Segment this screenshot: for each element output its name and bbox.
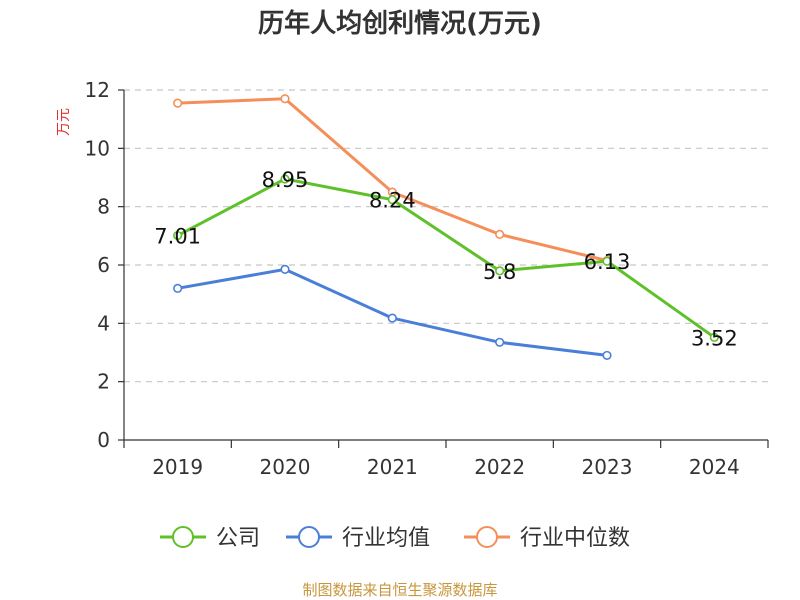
data-label: 8.24 (369, 189, 416, 213)
x-tick-label: 2019 (152, 455, 203, 479)
x-tick-label: 2021 (367, 455, 418, 479)
legend-marker-0 (172, 526, 194, 548)
x-tick-label: 2020 (260, 455, 311, 479)
data-point (602, 256, 612, 266)
data-point (173, 230, 183, 241)
legend-label: 行业均值 (342, 526, 430, 551)
data-point (387, 313, 397, 323)
source-note: 制图数据来自恒生聚源数据库 (302, 581, 497, 599)
data-point (387, 195, 397, 205)
series-line-1 (177, 267, 608, 357)
x-tick-label: 2023 (582, 455, 633, 479)
data-label: 5.8 (483, 260, 516, 284)
data-point (495, 229, 505, 239)
y-tick-label: 4 (97, 311, 110, 335)
data-label: 6.13 (584, 250, 631, 274)
y-axis-label: 万元 (56, 108, 72, 136)
data-point (495, 337, 505, 347)
data-point (173, 98, 183, 108)
data-point (709, 332, 719, 342)
legend-marker-1 (298, 526, 320, 548)
y-tick-label: 12 (85, 78, 110, 102)
y-tick-label: 8 (97, 195, 110, 219)
y-tick-label: 0 (97, 428, 110, 452)
data-point (173, 283, 183, 293)
y-tick-label: 6 (97, 253, 110, 277)
data-point (280, 94, 290, 104)
data-label: 7.01 (154, 225, 201, 249)
data-point (602, 350, 612, 361)
data-point (280, 264, 290, 274)
x-tick-label: 2022 (474, 455, 525, 479)
data-label: 8.95 (262, 168, 309, 192)
data-point (495, 266, 505, 276)
series-line-0 (176, 177, 716, 339)
y-tick-label: 10 (85, 136, 110, 160)
data-point (280, 174, 290, 184)
legend-marker-2 (476, 526, 498, 548)
series-line-2 (177, 97, 608, 263)
legend-label: 公司 (216, 526, 260, 551)
legend-label: 行业中位数 (520, 526, 630, 551)
y-tick-label: 2 (97, 370, 110, 394)
x-tick-label: 2024 (689, 455, 740, 479)
data-label: 3.52 (691, 326, 738, 350)
chart-title: 历年人均创利情况(万元) (258, 8, 542, 39)
